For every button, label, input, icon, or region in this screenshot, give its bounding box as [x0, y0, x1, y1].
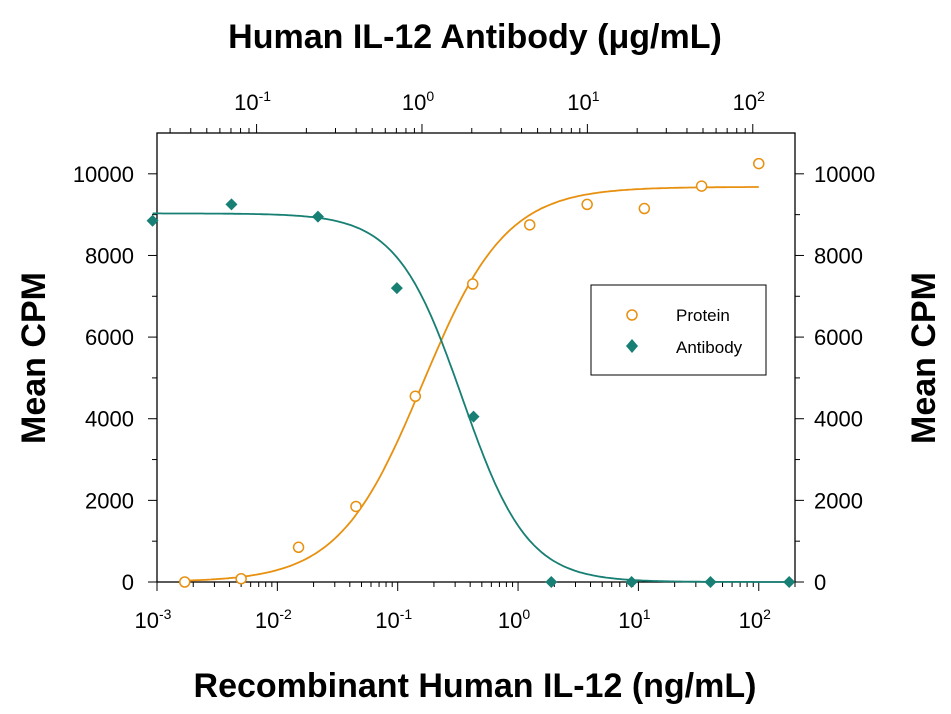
left-y-tick-label: 0 [122, 570, 134, 595]
antibody-point [704, 576, 717, 588]
right-y-tick-label: 10000 [814, 162, 875, 187]
right-axis-title: Mean CPM [905, 272, 943, 444]
left-y-tick-label: 2000 [85, 488, 134, 513]
top-x-tick-label: 102 [733, 88, 765, 115]
protein-point [638, 202, 651, 215]
protein-point [292, 541, 305, 554]
protein-point [581, 198, 593, 211]
top-axis-title: Human IL-12 Antibody (μg/mL) [228, 18, 722, 56]
right-y-tick-label: 0 [814, 570, 826, 595]
bottom-x-tick-label: 10-2 [255, 606, 292, 633]
left-y-tick-label: 10000 [73, 162, 134, 187]
antibody-point [311, 210, 324, 223]
antibody-point [467, 410, 480, 423]
right-y-tick-label: 6000 [814, 325, 863, 350]
legend-antibody-label: Antibody [676, 338, 743, 357]
left-y-tick-label: 8000 [85, 243, 134, 268]
top-x-tick-label: 101 [567, 88, 599, 115]
protein-point [523, 219, 536, 231]
fit-curves [152, 186, 790, 583]
antibody-point [390, 282, 403, 295]
tick-labels: 10-3 10-2 10-1 100 101 102 10-1 100 101 102 0 0 2000… [73, 88, 875, 633]
left-axis-title: Mean CPM [15, 272, 53, 444]
right-y-tick-label: 4000 [814, 407, 863, 432]
legend-protein-label: Protein [676, 306, 730, 325]
protein-point [409, 390, 422, 403]
bottom-axis-title: Recombinant Human IL-12 (ng/mL) [194, 667, 757, 705]
protein-point [753, 157, 765, 170]
axis-ticks [148, 124, 804, 591]
right-y-tick-label: 2000 [814, 488, 863, 513]
bottom-x-tick-label: 10-3 [135, 606, 172, 633]
left-y-tick-label: 4000 [85, 407, 134, 432]
protein-point [235, 572, 247, 585]
right-y-tick-label: 8000 [814, 243, 863, 268]
protein-fit-curve [184, 186, 759, 582]
antibody-point [625, 576, 638, 588]
protein-point [350, 500, 362, 513]
antibody-point [225, 198, 238, 211]
plot-frame [156, 132, 796, 583]
data-points [146, 157, 796, 588]
protein-point [695, 180, 708, 192]
legend-box [590, 284, 767, 376]
legend-protein-marker [626, 309, 638, 321]
bottom-x-tick-label: 102 [739, 606, 771, 633]
antibody-point [146, 214, 159, 227]
bottom-x-tick-label: 10-1 [375, 606, 412, 633]
bottom-x-tick-label: 100 [498, 606, 530, 633]
antibody-point [783, 576, 796, 588]
antibody-point [545, 576, 558, 588]
bottom-x-tick-label: 101 [618, 606, 650, 633]
top-x-tick-label: 100 [402, 88, 434, 115]
top-x-tick-label: 10-1 [234, 88, 271, 115]
protein-point [178, 576, 191, 588]
legend-antibody-marker [626, 339, 638, 353]
antibody-fit-curve [152, 212, 790, 583]
legend: Protein Antibody [590, 284, 767, 376]
left-y-tick-label: 6000 [85, 325, 134, 350]
protein-point [466, 278, 479, 290]
